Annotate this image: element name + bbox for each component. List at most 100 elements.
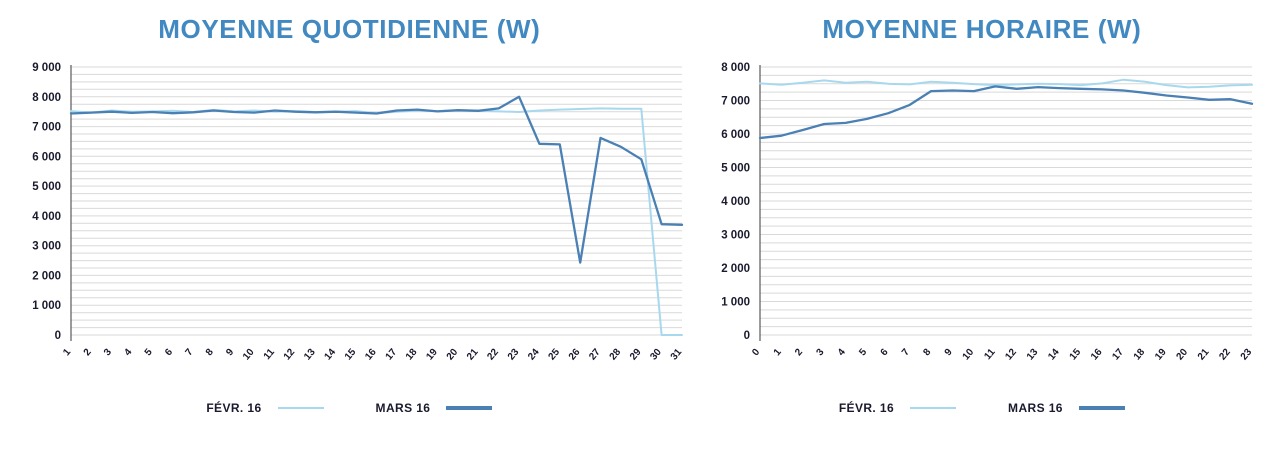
y-tick-label: 8 000 — [32, 92, 61, 104]
x-tick-label: 18 — [1132, 347, 1148, 363]
legend-line-swatch-mars16 — [1078, 406, 1125, 410]
x-tick-label: 1 — [772, 347, 784, 359]
legend-line-swatch-fevr16 — [277, 407, 324, 409]
y-tick-label: 0 — [54, 330, 60, 342]
y-tick-label: 7 000 — [721, 96, 750, 108]
legend-line-swatch-mars16 — [446, 406, 493, 410]
line-chart-svg: 0 1 000 2 000 3 000 4 000 5 000 6 000 7 000 8 00… — [32, 62, 685, 363]
y-tick-label: 5 000 — [32, 181, 61, 193]
legend-label-mars16: MARS 16 — [1008, 401, 1063, 415]
x-tick-label: 30 — [648, 347, 664, 363]
x-tick-label: 8 — [204, 347, 216, 359]
x-tick-label: 14 — [1046, 347, 1062, 363]
x-tick-label: 6 — [163, 347, 175, 359]
series-line — [758, 85, 1253, 140]
x-tick-label: 23 — [1239, 347, 1255, 363]
x-tick-label: 8 — [921, 347, 933, 359]
y-tick-label: 5 000 — [721, 163, 750, 175]
x-tick-label: 27 — [587, 347, 603, 363]
x-tick-label: 11 — [262, 347, 278, 363]
x-tick-label: 20 — [1174, 347, 1190, 363]
hourly-chart-plot: 0 1 000 2 000 3 000 4 000 5 000 6 000 7 000 8 00… — [702, 57, 1262, 387]
x-tick-label: 15 — [343, 347, 359, 363]
x-tick-label: 22 — [485, 347, 501, 363]
x-tick-label: 15 — [1067, 347, 1083, 363]
x-tick-label: 12 — [1003, 347, 1019, 363]
x-tick-label: 5 — [857, 347, 869, 359]
x-tick-label: 2 — [82, 347, 94, 359]
y-tick-label: 6 000 — [721, 129, 750, 141]
x-tick-label: 4 — [836, 347, 848, 359]
x-tick-label: 7 — [183, 347, 195, 359]
y-tick-label: 3 000 — [721, 230, 750, 242]
x-tick-label: 0 — [750, 347, 762, 359]
x-tick-label: 13 — [302, 347, 318, 363]
x-tick-label: 3 — [102, 347, 114, 359]
series-line — [69, 95, 683, 264]
x-tick-label: 26 — [567, 347, 583, 363]
x-tick-label: 29 — [628, 347, 644, 363]
x-tick-label: 17 — [383, 347, 399, 363]
x-tick-label: 13 — [1025, 347, 1041, 363]
x-tick-label: 28 — [607, 347, 623, 363]
hourly-chart-title: MOYENNE HORAIRE (W) — [822, 14, 1142, 44]
legend-line-swatch-fevr16 — [910, 407, 957, 409]
y-tick-label: 3 000 — [32, 241, 61, 253]
x-tick-label: 25 — [546, 347, 562, 363]
daily-chart-legend: FÉVR. 16 MARS 16 — [6, 401, 693, 415]
x-tick-label: 19 — [424, 347, 440, 363]
y-tick-label: 2 000 — [721, 263, 750, 275]
daily-chart-plot: 0 1 000 2 000 3 000 4 000 5 000 6 000 7 000 8 00… — [7, 57, 692, 387]
hourly-chart-legend: FÉVR. 16 MARS 16 — [701, 401, 1263, 415]
x-tick-label: 7 — [900, 347, 912, 359]
x-tick-label: 2 — [793, 347, 805, 359]
x-tick-label: 31 — [669, 347, 685, 363]
y-tick-label: 4 000 — [721, 196, 750, 208]
x-tick-label: 9 — [943, 347, 955, 359]
x-tick-label: 5 — [143, 347, 155, 359]
x-tick-label: 16 — [1089, 347, 1105, 363]
legend-item-mars16: MARS 16 — [376, 401, 493, 415]
series-line — [69, 107, 683, 336]
y-tick-label: 6 000 — [32, 151, 61, 163]
y-tick-label: 4 000 — [32, 211, 61, 223]
x-tick-label: 21 — [465, 347, 481, 363]
x-tick-label: 19 — [1153, 347, 1169, 363]
x-tick-label: 23 — [506, 347, 522, 363]
x-tick-label: 6 — [878, 347, 890, 359]
x-tick-label: 21 — [1196, 347, 1212, 363]
x-tick-label: 18 — [404, 347, 420, 363]
line-chart-svg: 0 1 000 2 000 3 000 4 000 5 000 6 000 7 000 8 00… — [721, 62, 1255, 363]
x-tick-label: 20 — [445, 347, 461, 363]
y-tick-label: 7 000 — [32, 122, 61, 134]
x-tick-label: 14 — [322, 347, 338, 363]
legend-label-fevr16: FÉVR. 16 — [838, 401, 895, 415]
y-tick-label: 2 000 — [32, 270, 61, 282]
x-tick-label: 12 — [282, 347, 298, 363]
x-tick-label: 11 — [982, 347, 998, 363]
x-tick-label: 24 — [526, 347, 542, 363]
legend-label-mars16: MARS 16 — [375, 401, 431, 415]
legend-item-fevr16: FÉVR. 16 — [838, 401, 957, 415]
series-line — [758, 78, 1253, 89]
y-tick-label: 0 — [743, 330, 749, 342]
x-tick-label: 9 — [224, 347, 236, 359]
y-tick-label: 1 000 — [721, 297, 750, 309]
x-tick-label: 10 — [241, 347, 257, 363]
legend-item-fevr16: FÉVR. 16 — [206, 401, 324, 415]
daily-average-chart: MOYENNE QUOTIDIENNE (W) 0 1 000 2 000 3 000… — [6, 4, 693, 459]
x-tick-label: 1 — [61, 347, 73, 359]
legend-label-fevr16: FÉVR. 16 — [206, 401, 262, 415]
y-tick-label: 1 000 — [32, 300, 61, 312]
legend-item-mars16: MARS 16 — [1008, 401, 1125, 415]
x-tick-label: 16 — [363, 347, 379, 363]
x-tick-label: 10 — [960, 347, 976, 363]
y-tick-label: 9 000 — [32, 62, 61, 74]
x-tick-label: 4 — [122, 347, 134, 359]
x-tick-label: 17 — [1110, 347, 1126, 363]
x-tick-label: 22 — [1217, 347, 1233, 363]
x-tick-label: 3 — [814, 347, 826, 359]
daily-chart-title: MOYENNE QUOTIDIENNE (W) — [158, 14, 541, 44]
hourly-average-chart: MOYENNE HORAIRE (W) 0 1 000 2 000 3 000 4 00… — [701, 4, 1263, 459]
